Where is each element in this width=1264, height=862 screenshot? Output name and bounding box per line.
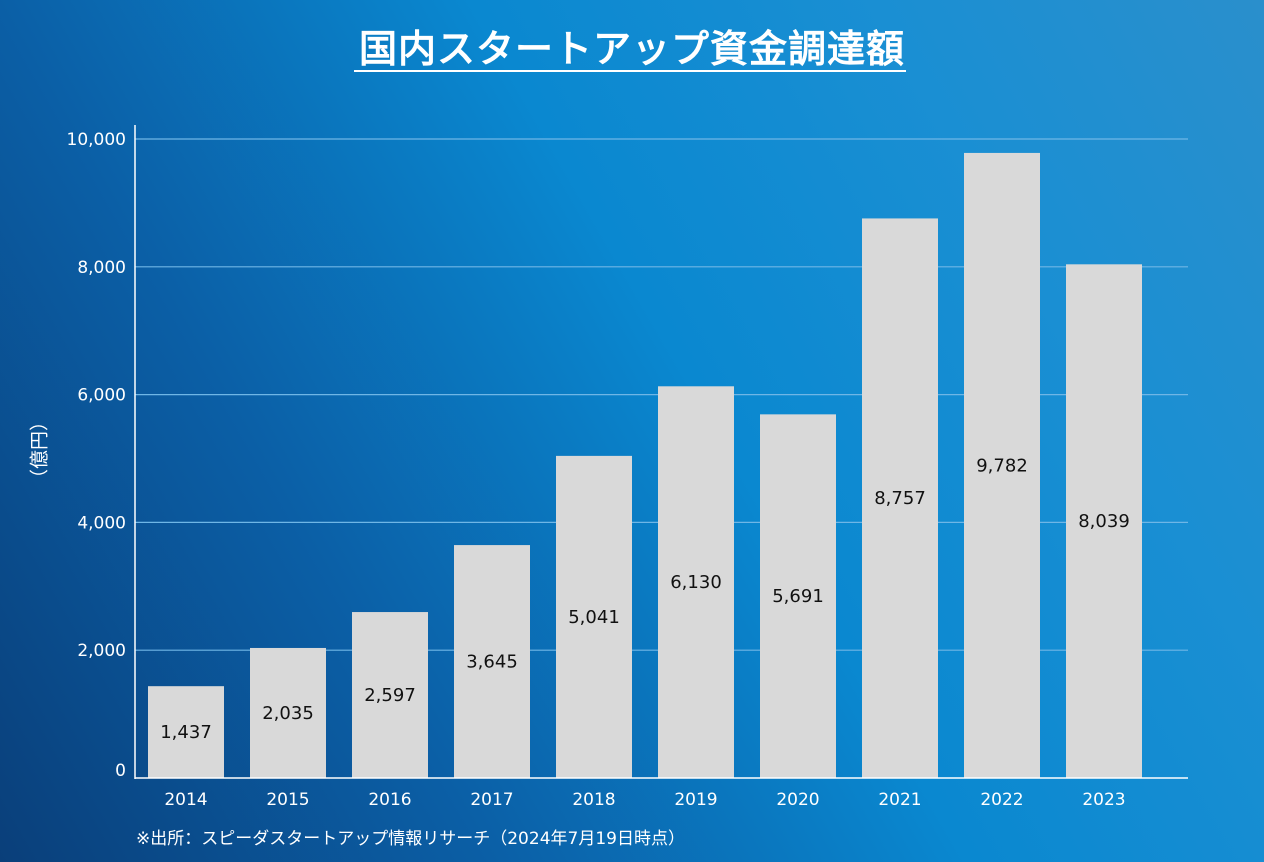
x-tick-label: 2016 (368, 790, 411, 810)
bar-value-label: 5,691 (772, 586, 824, 607)
bar (760, 414, 836, 778)
x-tick-label: 2017 (470, 790, 513, 810)
bar (556, 455, 632, 778)
bar (454, 545, 530, 778)
bar (658, 386, 734, 778)
source-note: ※出所：スピーダスタートアップ情報リサーチ（2024年7月19日時点） (136, 829, 685, 849)
bar (1066, 264, 1142, 779)
bar-value-label: 8,039 (1078, 511, 1130, 532)
chart-title: 国内スタートアップ資金調達額 (358, 27, 905, 71)
y-tick-label: 8,000 (77, 258, 126, 278)
x-tick-label: 2020 (776, 790, 819, 810)
x-tick-label: 2018 (572, 790, 615, 810)
x-tick-label: 2019 (674, 790, 717, 810)
x-tick-label: 2022 (980, 790, 1023, 810)
bar-value-label: 9,782 (976, 455, 1028, 476)
y-tick-label: 4,000 (77, 513, 126, 533)
bar (862, 218, 938, 778)
title-underline (354, 70, 906, 72)
bar-value-label: 2,597 (364, 685, 416, 706)
x-tick-label: 2023 (1082, 790, 1125, 810)
x-tick-label: 2014 (164, 790, 207, 810)
y-tick-label: 2,000 (77, 641, 126, 661)
bar-value-label: 3,645 (466, 652, 518, 673)
bar (964, 152, 1040, 779)
y-tick-label: 0 (115, 761, 126, 781)
y-tick-label: 10,000 (67, 130, 126, 150)
bar-value-label: 8,757 (874, 488, 926, 509)
x-tick-label: 2021 (878, 790, 921, 810)
x-tick-label: 2015 (266, 790, 309, 810)
bar-value-label: 1,437 (160, 722, 212, 743)
bar-value-label: 5,041 (568, 607, 620, 628)
bar-value-label: 2,035 (262, 703, 314, 724)
bar-value-label: 6,130 (670, 572, 722, 593)
bar (148, 686, 224, 778)
bar (352, 612, 428, 778)
bar (250, 647, 326, 778)
y-tick-label: 6,000 (77, 386, 126, 406)
